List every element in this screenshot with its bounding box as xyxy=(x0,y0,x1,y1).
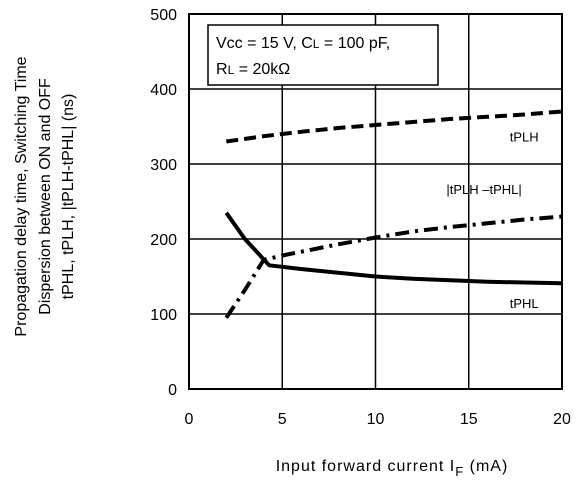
conditions-line-1: Vcc = 15 V, CL = 100 pF, xyxy=(216,35,390,52)
series-label-2: tPHL xyxy=(510,296,539,311)
series-group xyxy=(224,109,563,319)
x-tick-label: 0 xyxy=(185,411,194,428)
tick-labels: 0 100 200 300 400 500 0 5 10 15 20 xyxy=(150,7,571,428)
series-labels: tPLH |tPLH –tPHL| tPHL xyxy=(446,130,538,312)
conditions-line-2-text: R xyxy=(216,61,228,78)
conditions-line-2-sub: L xyxy=(228,63,235,77)
conditions-line-1-text: Vcc = 15 V, C xyxy=(216,35,313,52)
plot-frame xyxy=(188,13,563,390)
y-tick-label: 300 xyxy=(150,157,177,174)
y-axis-title-line-3: tPHL, tPLH, |tPLH-tPHL| (ns) xyxy=(60,94,77,300)
x-tick-label: 5 xyxy=(278,411,287,428)
y-tick-label: 400 xyxy=(150,82,177,99)
y-axis-title-line-2: Dispersion between ON and OFF xyxy=(37,78,54,315)
y-axis-title: Propagation delay time, Switching Time D… xyxy=(13,56,77,336)
conditions-line-1-sub: L xyxy=(313,37,320,51)
y-tick-label: 0 xyxy=(168,382,177,399)
x-tick-label: 15 xyxy=(460,411,478,428)
x-tick-label: 10 xyxy=(367,411,385,428)
y-tick-label: 100 xyxy=(150,307,177,324)
y-tick-label: 500 xyxy=(150,7,177,24)
conditions-line-2-end: = 20kΩ xyxy=(234,61,290,78)
x-axis-title: Input forward current IF (mA) xyxy=(276,458,509,479)
conditions-box xyxy=(207,24,439,86)
x-axis-title-text: Input forward current I xyxy=(276,458,456,475)
y-tick-label: 200 xyxy=(150,232,177,249)
series-line-1 xyxy=(224,214,563,319)
y-axis-title-line-1: Propagation delay time, Switching Time xyxy=(13,56,30,336)
x-axis-title-sub: F xyxy=(455,464,464,479)
x-tick-label: 20 xyxy=(553,411,571,428)
conditions-line-1-end: = 100 pF, xyxy=(319,35,390,52)
conditions-line-2: RL = 20kΩ xyxy=(216,61,290,78)
series-line-0 xyxy=(226,109,563,144)
series-line-2 xyxy=(224,211,563,286)
series-label-0: tPLH xyxy=(510,130,539,145)
x-axis-title-unit: (mA) xyxy=(464,458,508,475)
series-label-1: |tPLH –tPHL| xyxy=(446,182,521,197)
